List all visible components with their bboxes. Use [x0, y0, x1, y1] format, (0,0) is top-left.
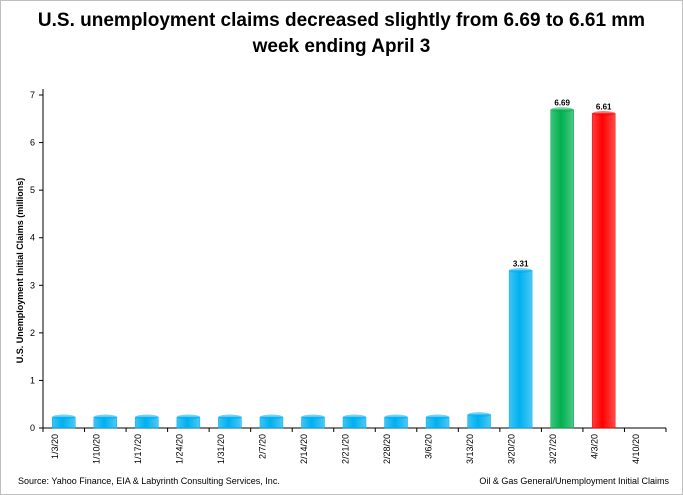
x-tick-label: 1/3/20 [50, 434, 60, 459]
y-axis-title: U.S. Unemployment Initial Claims (millio… [15, 178, 25, 364]
x-tick-label: 2/14/20 [299, 434, 309, 464]
y-tick-label: 3 [30, 280, 35, 290]
bar-cap [218, 414, 242, 420]
chart-title-line-2: week ending April 3 [252, 36, 431, 57]
y-tick-label: 5 [30, 185, 35, 195]
y-tick-label: 4 [30, 233, 35, 243]
x-tick-label: 4/3/20 [590, 434, 600, 459]
y-tick-label: 1 [30, 375, 35, 385]
chart-title: U.S. unemployment claims decreased sligh… [0, 8, 683, 60]
x-tick-label: 3/13/20 [465, 434, 475, 464]
data-label: 6.61 [596, 103, 612, 112]
bar-cap [259, 414, 283, 420]
x-tick-label: 3/20/20 [507, 434, 517, 464]
bar-cap [93, 414, 117, 420]
x-tick-label: 2/21/20 [341, 434, 351, 464]
chart-title-line-1: U.S. unemployment claims decreased sligh… [37, 10, 646, 31]
bar-4-3-20 [591, 113, 616, 429]
x-tick-label: 1/17/20 [133, 434, 143, 464]
x-tick-label: 2/28/20 [382, 434, 392, 464]
x-tick-label: 2/7/20 [257, 434, 267, 459]
y-tick-label: 7 [30, 90, 35, 100]
x-tick-label: 1/10/20 [91, 434, 101, 464]
bar-cap [135, 414, 159, 420]
bar-cap [176, 414, 200, 420]
bar-cap [426, 414, 450, 420]
x-tick-label: 3/6/20 [424, 434, 434, 459]
bar-cap [384, 414, 408, 420]
y-tick-label: 0 [30, 423, 35, 433]
credit-note: Oil & Gas General/Unemployment Initial C… [479, 476, 669, 486]
bar-3-20-20 [508, 270, 533, 429]
bar-cap [550, 107, 574, 113]
x-tick-label: 4/10/20 [631, 434, 641, 464]
bar-cap [343, 414, 366, 420]
data-label: 6.69 [554, 99, 570, 108]
source-note: Source: Yahoo Finance, EIA & Labyrinth C… [18, 476, 280, 486]
bar-cap [509, 268, 533, 274]
x-tick-label: 1/24/20 [174, 434, 184, 464]
bar-cap [467, 412, 491, 418]
bar-3-27-20 [550, 109, 574, 429]
x-tick-label: 3/27/20 [548, 434, 558, 464]
x-tick-label: 1/31/20 [216, 434, 226, 464]
data-label: 3.31 [513, 260, 529, 269]
bar-cap [592, 111, 616, 117]
y-tick-label: 6 [30, 138, 35, 148]
bar-cap [52, 414, 76, 420]
bar-cap [301, 414, 325, 420]
y-tick-label: 2 [30, 328, 35, 338]
